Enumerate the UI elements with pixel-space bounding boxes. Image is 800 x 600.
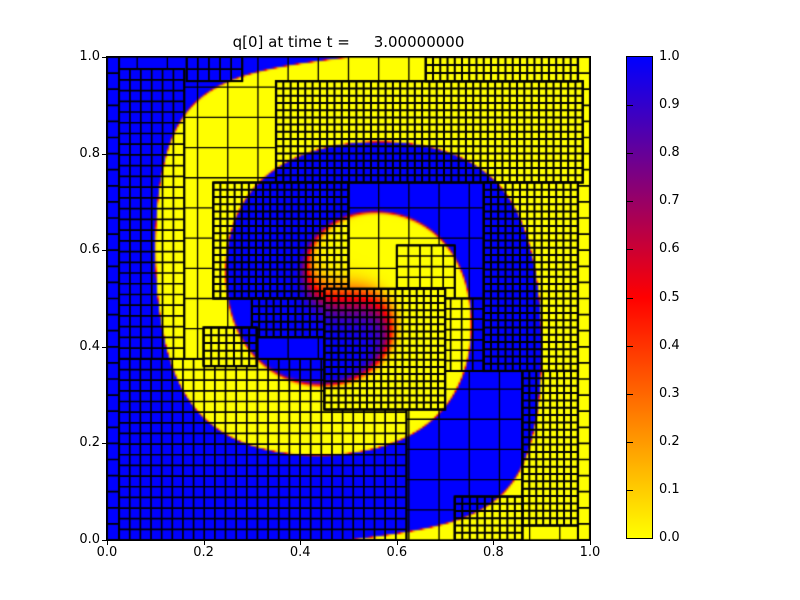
colorbar-tick-label: 0.5 bbox=[659, 289, 680, 305]
heatmap-canvas bbox=[107, 57, 590, 540]
x-tick-mark bbox=[300, 541, 302, 545]
y-tick-mark bbox=[102, 57, 106, 58]
plot-title: q[0] at time t = 3.00000000 bbox=[232, 33, 465, 51]
colorbar-tick-mark bbox=[627, 441, 633, 443]
y-tick-label: 0.8 bbox=[79, 145, 100, 161]
y-tick-label: 0.0 bbox=[79, 532, 100, 547]
colorbar-tick-mark bbox=[627, 153, 633, 155]
colorbar-tick-label: 0.0 bbox=[659, 530, 680, 545]
colorbar-tick-label: 0.4 bbox=[659, 337, 680, 353]
colorbar-tick-mark bbox=[627, 297, 633, 299]
x-tick-mark bbox=[203, 541, 205, 545]
colorbar-tick-mark bbox=[627, 249, 633, 251]
x-tick-label: 1.0 bbox=[579, 545, 601, 560]
x-tick-mark bbox=[493, 541, 495, 545]
y-tick-label: 0.6 bbox=[79, 242, 100, 258]
x-tick-label: 0.8 bbox=[483, 545, 504, 560]
colorbar-tick-label: 0.6 bbox=[659, 241, 680, 257]
y-tick-mark bbox=[102, 346, 106, 348]
x-tick-mark bbox=[590, 541, 591, 545]
y-tick-label: 1.0 bbox=[79, 49, 100, 64]
colorbar-tick-label: 0.1 bbox=[659, 481, 680, 497]
y-tick-mark bbox=[102, 153, 106, 155]
x-tick-label: 0.2 bbox=[193, 545, 214, 560]
colorbar-tick-label: 0.2 bbox=[659, 433, 680, 449]
x-tick-label: 0.6 bbox=[386, 545, 408, 560]
colorbar-tick-mark bbox=[627, 393, 633, 395]
x-tick-label: 0.0 bbox=[96, 545, 118, 560]
colorbar-tick-mark bbox=[627, 345, 633, 347]
y-tick-mark bbox=[102, 540, 106, 541]
axes-frame bbox=[106, 56, 591, 541]
colorbar-tick-label: 0.9 bbox=[659, 97, 680, 113]
x-tick-mark bbox=[107, 541, 108, 545]
colorbar-tick-label: 1.0 bbox=[659, 49, 680, 64]
y-tick-label: 0.4 bbox=[79, 338, 100, 354]
colorbar-tick-mark bbox=[627, 105, 633, 107]
x-tick-mark bbox=[396, 541, 398, 545]
x-tick-label: 0.4 bbox=[289, 545, 311, 560]
y-tick-mark bbox=[102, 443, 106, 445]
colorbar-tick-label: 0.7 bbox=[659, 193, 680, 209]
y-tick-mark bbox=[102, 250, 106, 252]
colorbar-tick-label: 0.3 bbox=[659, 385, 680, 401]
colorbar-tick-mark bbox=[627, 489, 633, 491]
colorbar-tick-label: 0.8 bbox=[659, 145, 680, 161]
colorbar-tick-mark bbox=[627, 201, 633, 203]
y-tick-label: 0.2 bbox=[79, 435, 100, 451]
